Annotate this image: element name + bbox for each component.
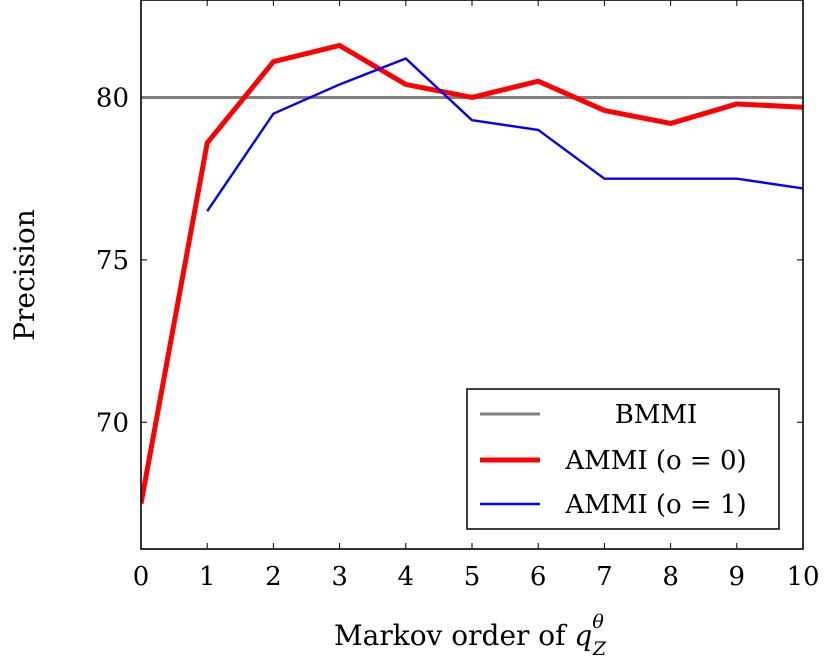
x-tick-label: 7 [596,562,613,592]
x-tick-label: 3 [331,562,348,592]
legend: BMMI AMMI (o = 0) AMMI (o = 1) [466,388,780,530]
x-tick-label: 6 [530,562,547,592]
x-tick-label: 4 [398,562,415,592]
x-tick-label: 10 [786,562,819,592]
x-tick-label: 8 [662,562,679,592]
x-tick-label: 9 [729,562,746,592]
series-line-ammi-o0 [141,42,803,504]
x-axis-label-superscript: θ [592,611,604,633]
legend-label-ammi-o1: AMMI (o = 1) [564,490,746,520]
x-tick-label: 0 [133,562,150,592]
x-tick-label: 5 [464,562,481,592]
x-tick-label: 2 [265,562,282,592]
x-tick-label: 1 [199,562,216,592]
y-axis-label: Precision [8,209,41,341]
series-lines [141,42,803,504]
series-line-ammi-o1 [206,57,803,212]
x-axis-label: Markov order of qθ Z [334,611,607,660]
x-axis-label-subscript: Z [592,638,607,660]
y-tick-label: 80 [96,83,129,113]
tick-labels: 0 1 2 3 4 5 6 7 8 9 10 70 75 80 [96,83,820,592]
y-tick-label: 70 [96,408,129,438]
y-tick-label: 75 [96,246,129,276]
legend-label-bmmi: BMMI [615,400,698,430]
plot-frame [140,0,804,550]
x-axis-label-text: Markov order of [334,619,574,652]
legend-label-ammi-o0: AMMI (o = 0) [564,446,746,476]
x-axis-label-variable: q [574,619,592,652]
